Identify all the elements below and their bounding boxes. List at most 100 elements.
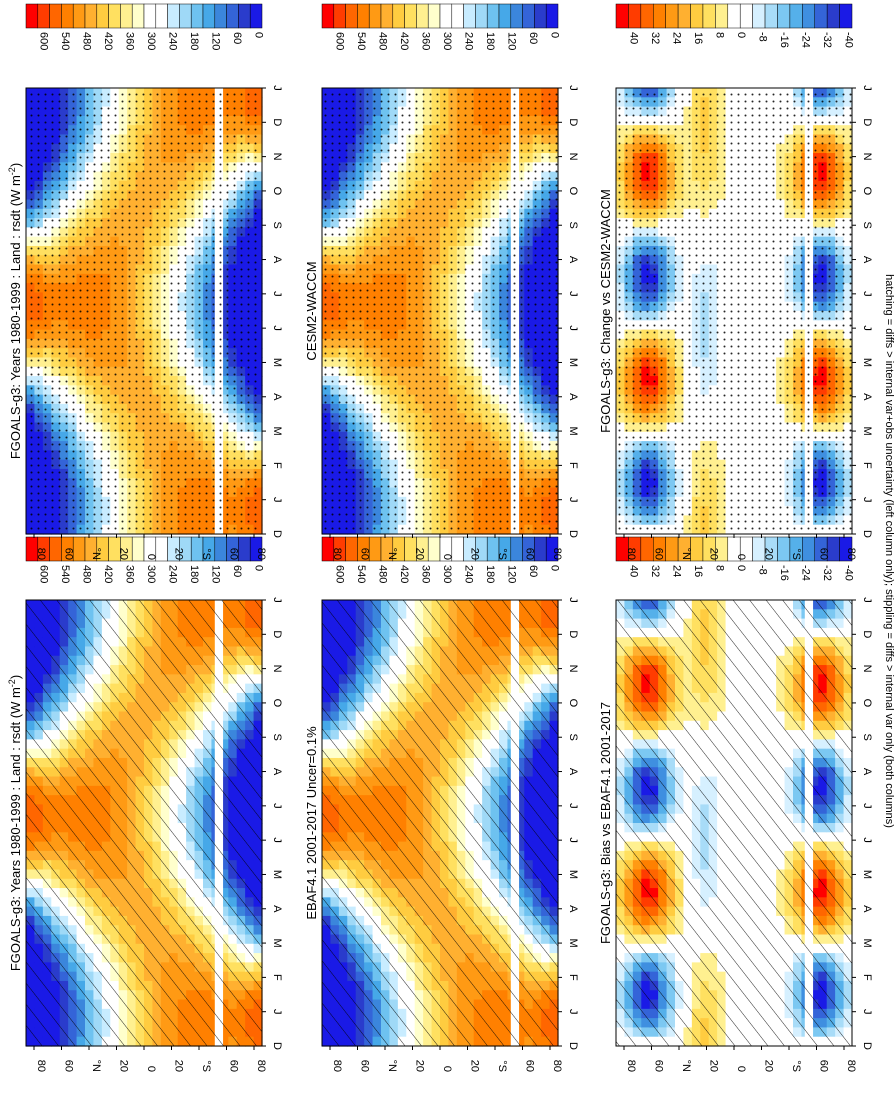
panel-middle-right: 80 60 °N 20 0 20 °S 60 80DJFMAMJJASONDJCESM2-WAC… <box>304 3 579 560</box>
month-tick-label: N <box>271 153 283 161</box>
month-tick-label: A <box>271 256 283 264</box>
month-tick-label: D <box>271 530 283 538</box>
stipple-overlay <box>26 88 262 534</box>
panel-title-text: FGOALS-g3: Years 1980-1999 : Land : rsdt… <box>8 175 23 459</box>
month-tick-label: J <box>567 803 579 809</box>
lat-tick-label: 20 <box>173 548 185 560</box>
lat-tick-label: 80 <box>35 548 47 560</box>
colorbar-swatch <box>249 3 263 29</box>
lat-tick-label: 80 <box>35 1060 47 1072</box>
colorbar-swatch <box>155 3 168 29</box>
colorbar-label: 0 <box>252 32 264 38</box>
lat-tick-label: 80 <box>255 1060 267 1072</box>
panel-top-left: 80 60 °N 20 0 20 °S 60 80DJFMAMJJASONDJFGOALS-g3… <box>7 536 283 1072</box>
month-tick-label: A <box>567 905 579 913</box>
colorbar-label: 0 <box>548 565 560 571</box>
colorbar-label: 240 <box>166 565 178 583</box>
colorbar-swatch <box>214 3 227 29</box>
colorbar-label: 480 <box>81 32 93 50</box>
hatch-overlay <box>322 600 558 1046</box>
panel-title-sup: -2 <box>7 167 17 175</box>
colorbar-swatch <box>49 536 62 562</box>
colorbar-swatch <box>49 3 62 29</box>
month-tick-label: S <box>271 222 283 229</box>
colorbar-label: 120 <box>505 565 517 583</box>
month-tick-label: A <box>271 905 283 913</box>
lat-tick-label: 0 <box>145 1066 157 1072</box>
colorbar-label: 360 <box>124 32 136 50</box>
lat-tick-label: 60 <box>228 548 240 560</box>
month-tick-label: J <box>271 325 283 331</box>
month-tick-label: J <box>271 85 283 91</box>
colorbar-swatch <box>202 3 216 29</box>
colorbar-label: 180 <box>484 565 496 583</box>
colorbar-label: 0 <box>252 565 264 571</box>
colorbar-swatch <box>167 3 180 29</box>
month-tick-label: M <box>567 938 579 947</box>
month-tick-label: O <box>271 187 283 196</box>
lat-tick-label: 20 <box>118 548 130 560</box>
colorbar-label: 420 <box>102 565 114 583</box>
colorbar-swatch <box>131 536 145 562</box>
colorbar-label: 480 <box>81 565 93 583</box>
colorbar-swatch <box>143 3 157 29</box>
lat-tick-label: 20 <box>173 1060 185 1072</box>
panel-title: FGOALS-g3: Years 1980-1999 : Land : rsdt… <box>7 163 23 459</box>
colorbar-label: 240 <box>166 32 178 50</box>
colorbar-label: 600 <box>38 32 50 50</box>
colorbar-swatch <box>108 3 121 29</box>
lat-tick-label: °N <box>386 1060 398 1072</box>
colorbar-swatch <box>249 536 263 562</box>
colorbar-label: 540 <box>355 565 367 583</box>
colorbar-swatch <box>37 3 50 29</box>
panel-title-sup: -2 <box>7 679 17 687</box>
month-tick-label: J <box>567 1009 579 1015</box>
colorbar-label: 600 <box>38 565 50 583</box>
lat-tick-label: 60 <box>63 1060 75 1072</box>
month-tick-label: D <box>271 118 283 126</box>
colorbar-swatch <box>545 536 559 562</box>
month-tick-label: M <box>271 870 283 879</box>
colorbar-swatch <box>427 536 441 562</box>
colorbar-swatch <box>84 3 98 29</box>
month-tick-label: D <box>567 630 579 638</box>
colorbar-swatch <box>131 3 145 29</box>
lat-tick-label: 60 <box>228 1060 240 1072</box>
month-tick-label: J <box>271 1009 283 1015</box>
colorbar-label: 240 <box>462 565 474 583</box>
panel-title-text: EBAF4.1 2001-2017 Uncer=0.1% <box>304 726 319 920</box>
month-tick-label: J <box>271 291 283 297</box>
month-tick-label: J <box>271 597 283 603</box>
colorbar-swatch <box>214 536 227 562</box>
colorbar-swatch <box>226 3 239 29</box>
panel-title: FGOALS-g3: Years 1980-1999 : Land : rsdt… <box>7 675 23 971</box>
colorbar-swatch <box>61 3 74 29</box>
lat-tick-label: 60 <box>359 1060 371 1072</box>
colorbar-label: 300 <box>145 565 157 583</box>
month-tick-label: D <box>271 1042 283 1050</box>
colorbar-swatch <box>96 3 109 29</box>
colorbar-swatch <box>179 3 192 29</box>
colorbar-label: 120 <box>209 32 221 50</box>
colorbar-label: 360 <box>420 565 432 583</box>
lat-tick-label: 60 <box>63 548 75 560</box>
panel-title: EBAF4.1 2001-2017 Uncer=0.1% <box>304 726 319 920</box>
colorbar-label: 600 <box>334 565 346 583</box>
lat-tick-label: 20 <box>414 1060 426 1072</box>
month-tick-label: J <box>271 803 283 809</box>
colorbar: 600 540 480 420 360 300 240 180 120 60 0 <box>321 536 560 583</box>
panel-top-right: 80 60 °N 20 0 20 °S 60 80DJFMAMJJASONDJFGOALS-g3… <box>7 3 283 560</box>
colorbar: 600 540 480 420 360 300 240 180 120 60 0 <box>25 3 264 50</box>
colorbar-swatch <box>120 3 133 29</box>
colorbar-label: 300 <box>441 565 453 583</box>
lat-tick-label: °S <box>200 548 212 560</box>
lat-tick-label: 80 <box>551 1060 563 1072</box>
colorbar-label: 120 <box>209 565 221 583</box>
month-tick-label: S <box>271 734 283 741</box>
lat-tick-label: 60 <box>524 1060 536 1072</box>
month-tick-label: D <box>567 1042 579 1050</box>
month-tick-label: M <box>271 938 283 947</box>
colorbar-label: 360 <box>124 565 136 583</box>
lat-tick-label: 20 <box>118 1060 130 1072</box>
